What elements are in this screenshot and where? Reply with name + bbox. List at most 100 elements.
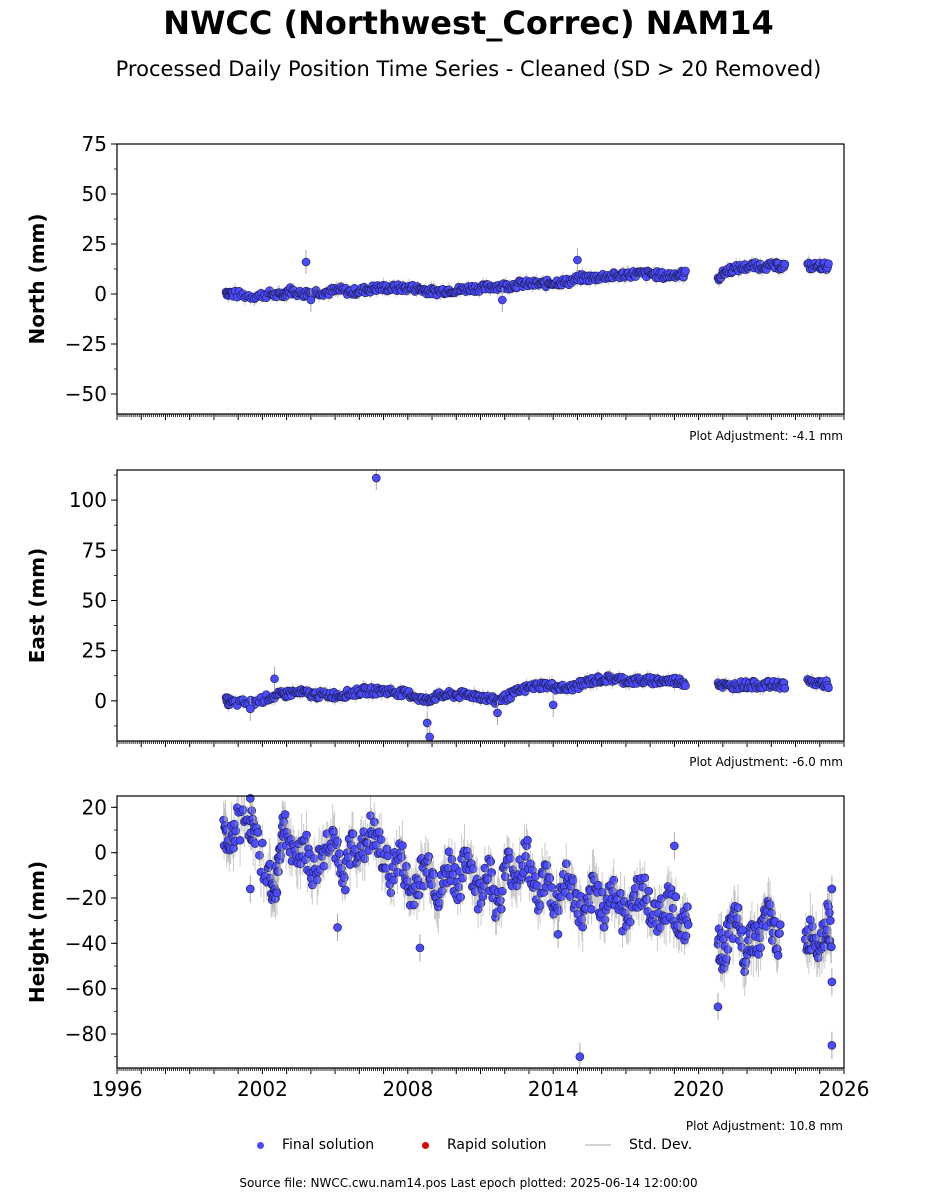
legend-item-rapid: Rapid solution [422,1137,547,1153]
height-data-point [733,903,743,912]
height-outlier-point [333,923,342,932]
east-y-tick-label: 0 [94,689,107,713]
height-data-point [280,810,290,819]
rapid-solution-marker-icon [422,1141,429,1149]
x-tick-label: 2026 [819,1077,870,1101]
height-data-point [376,835,386,844]
north-data-point [780,259,790,269]
east-outlier-point [371,473,381,483]
height-outlier-point [245,884,255,894]
height-data-point [340,873,349,882]
height-data-point [767,936,777,945]
height-data-point [826,916,835,925]
height-data-point [630,884,640,893]
height-data-point [644,886,653,896]
north-y-tick-label: 75 [82,132,107,156]
height-data-point [775,920,785,929]
north-plot-frame [116,143,845,415]
height-data-point [561,859,571,868]
legend-item-final: Final solution [257,1137,374,1153]
height-data-point [496,896,505,905]
height-y-tick-label: −60 [65,977,107,1001]
height-y-tick-label: −20 [65,886,107,910]
east-plot-adjustment: Plot Adjustment: -6.0 mm [689,755,843,769]
north-outlier-point [498,295,507,305]
height-data-point [597,887,607,897]
height-data-point [671,892,681,902]
north-axis-label: North (mm) [25,213,49,344]
height-data-point [486,857,495,866]
height-plot-frame [116,795,845,1069]
height-data-point [335,849,344,858]
height-data-point [775,929,784,938]
east-plot-frame [116,469,845,742]
east-y-tick-label: 50 [82,588,107,612]
height-outlier-point [415,943,425,953]
height-data-point [340,885,350,895]
legend: Final solution Rapid solution Std. Dev. [0,1137,937,1157]
height-data-point [530,872,540,881]
height-data-point [521,852,530,861]
height-data-point [258,838,267,848]
north-plot-adjustment: Plot Adjustment: -4.1 mm [689,429,843,443]
height-data-point [348,829,358,839]
height-data-point [722,954,731,963]
height-data-point [616,888,625,898]
height-outlier-point [670,841,679,851]
height-data-point [642,895,652,904]
height-data-point [398,841,407,850]
height-data-point [825,908,834,918]
height-data-point [374,827,384,837]
height-data-point [827,942,836,952]
height-data-point [523,835,532,845]
legend-item-stddev: Std. Dev. [585,1137,692,1153]
east-y-tick-label: 75 [82,538,107,562]
height-y-tick-label: −80 [65,1022,107,1046]
height-data-point [593,880,603,890]
height-data-point [403,876,412,886]
chart-title: NWCC (Northwest_Correc) NAM14 [163,4,774,42]
x-tick-label: 2014 [528,1077,579,1101]
north-y-tick-label: 50 [82,182,107,206]
chart-subtitle: Processed Daily Position Time Series - C… [115,57,822,81]
x-tick-label: 1996 [92,1077,143,1101]
north-y-tick-label: −50 [65,382,107,406]
height-data-point [683,920,693,929]
height-data-point [272,888,282,898]
height-data-point [738,925,747,935]
x-tick-label: 2008 [382,1077,433,1101]
height-data-point [253,828,263,837]
height-data-point [497,904,506,914]
height-data-point [247,806,257,815]
height-data-point [723,945,733,954]
source-footer: Source file: NWCC.cwu.nam14.pos Last epo… [239,1176,698,1190]
height-data-point [255,851,264,860]
height-outlier-point [575,1052,585,1061]
east-data-point [681,681,690,691]
height-outlier-point [827,1041,837,1050]
height-data-point [333,837,342,846]
height-outlier-point [827,977,837,987]
east-outlier-point [425,732,434,742]
height-data-point [386,888,396,898]
east-outlier-point [422,718,432,728]
height-y-tick-label: 0 [94,841,107,865]
legend-label-rapid: Rapid solution [447,1137,547,1153]
east-data-point [824,683,833,693]
height-data-point [578,922,588,932]
north-outlier-point [306,295,316,305]
legend-label-final: Final solution [282,1137,375,1153]
height-data-point [587,904,596,914]
height-data-point [414,890,424,900]
north-y-tick-label: −25 [65,332,107,356]
height-data-point [765,900,775,909]
std-dev-line-icon [585,1144,611,1146]
x-tick-label: 2002 [237,1077,288,1101]
height-data-point [773,951,783,960]
east-outlier-point [493,708,502,718]
height-data-point [600,915,610,924]
height-data-point [456,892,465,902]
height-data-point [808,922,817,931]
height-data-point [668,903,678,913]
